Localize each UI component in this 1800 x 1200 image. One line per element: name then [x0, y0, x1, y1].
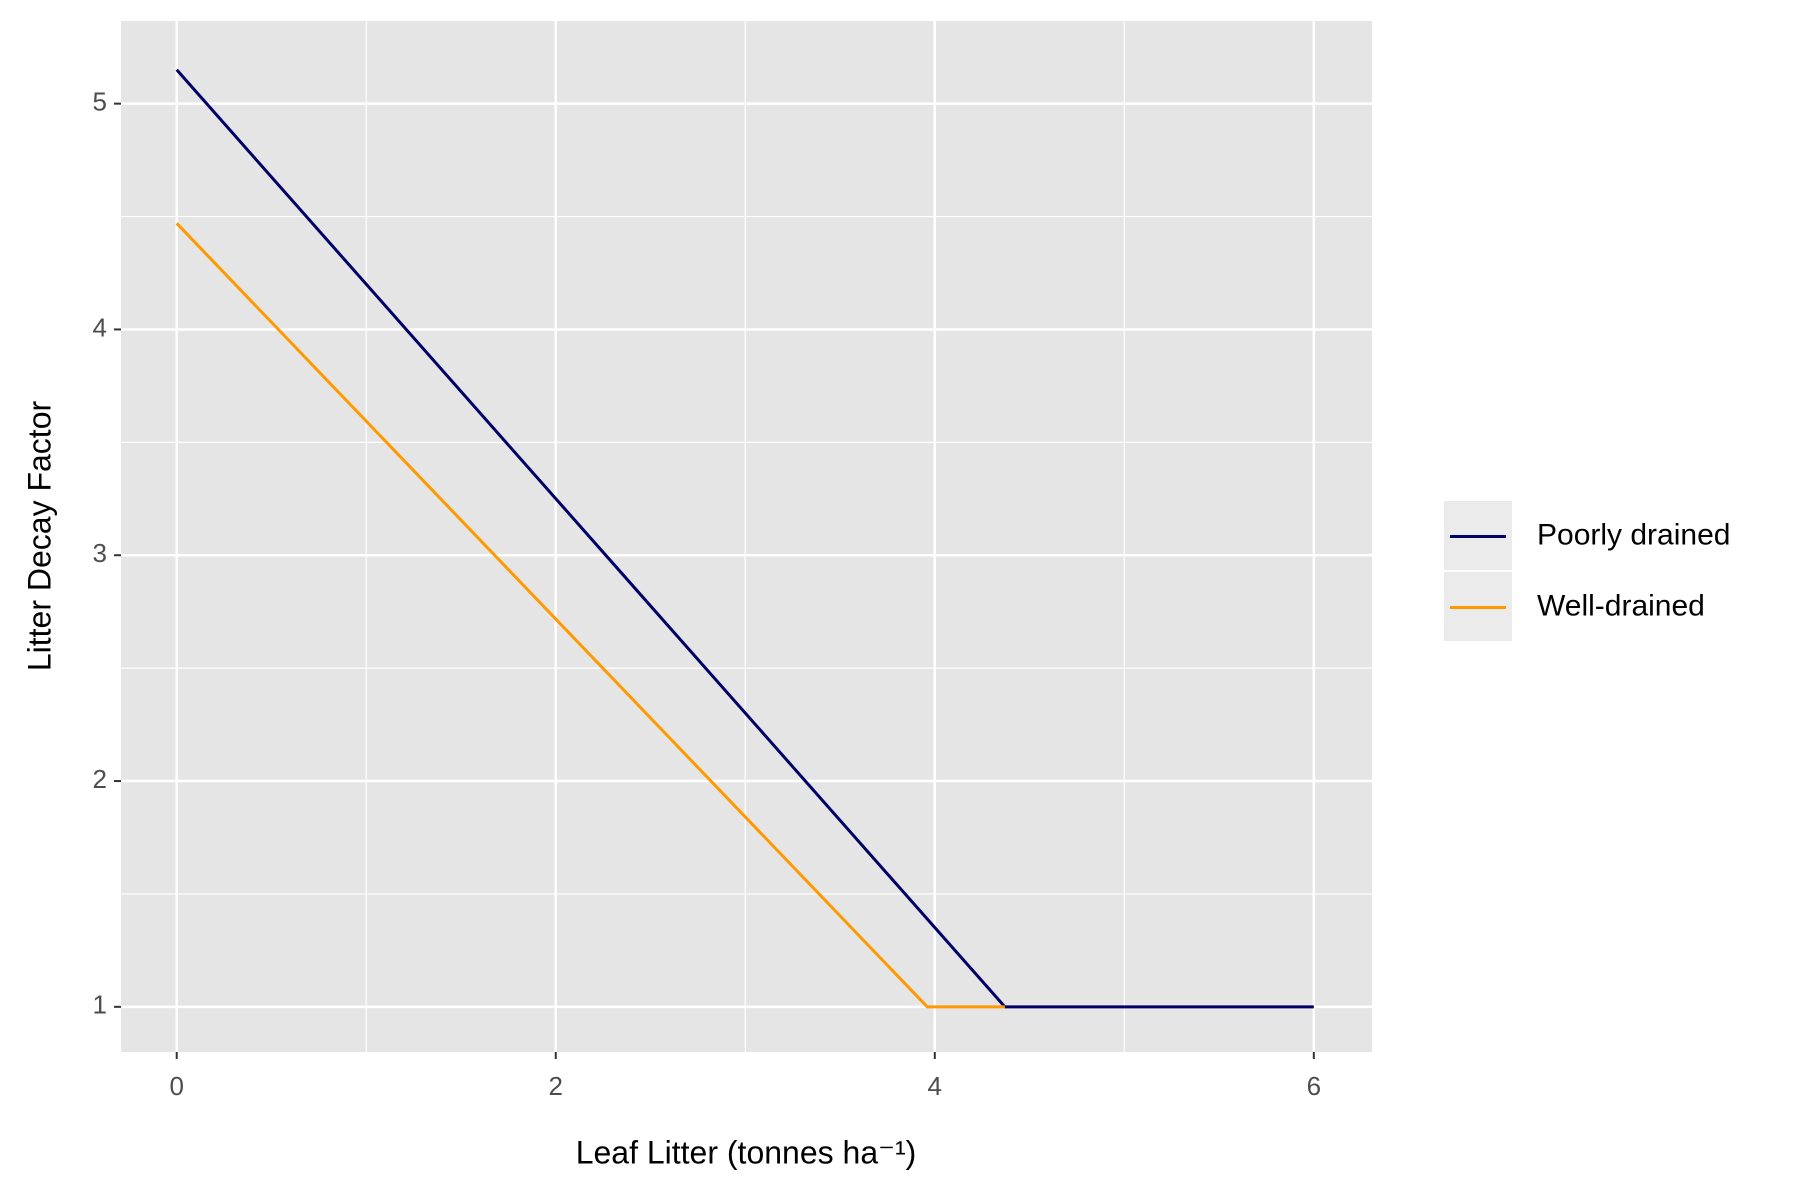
- y-axis-title: Litter Decay Factor: [21, 401, 57, 672]
- x-tick-label: 6: [1307, 1071, 1321, 1101]
- y-tick-label: 3: [93, 538, 107, 568]
- x-axis-title: Leaf Litter (tonnes ha⁻¹): [576, 1134, 917, 1170]
- legend-label: Poorly drained: [1537, 518, 1730, 551]
- y-tick-label: 5: [93, 87, 107, 117]
- panel: [121, 21, 1372, 1052]
- y-tick-label: 2: [93, 764, 107, 794]
- x-tick-label: 2: [549, 1071, 563, 1101]
- legend-label: Well-drained: [1537, 589, 1705, 622]
- x-tick-label: 4: [928, 1071, 942, 1101]
- y-tick-label: 4: [93, 312, 107, 342]
- x-tick-label: 0: [169, 1071, 183, 1101]
- line: [175, 222, 1005, 1009]
- y-tick-label: 1: [93, 990, 107, 1020]
